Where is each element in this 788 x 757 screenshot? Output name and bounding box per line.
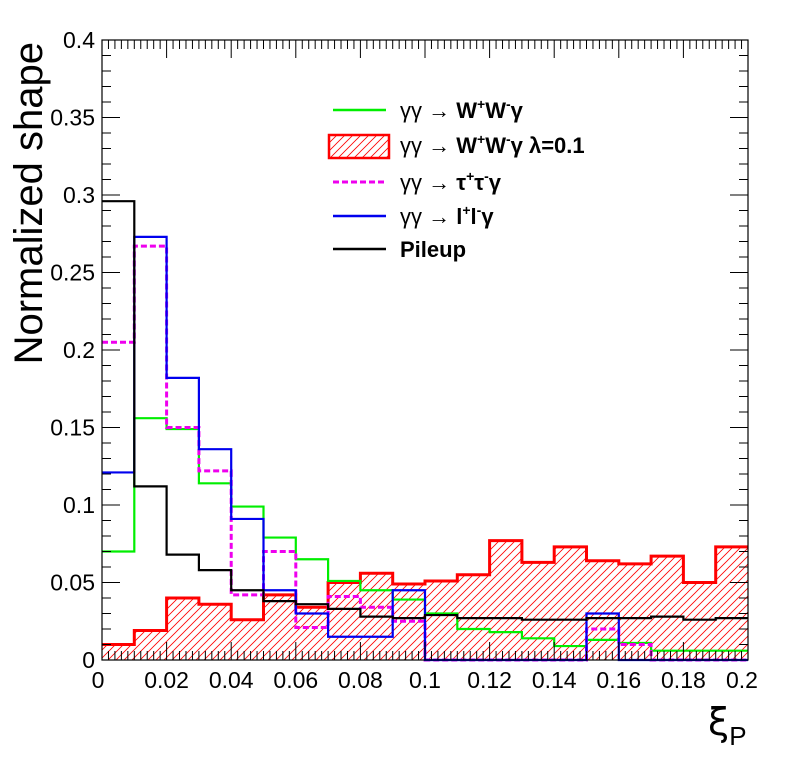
series-3 — [102, 235, 748, 662]
series-line — [102, 235, 748, 662]
y-tick-label: 0.05 — [50, 570, 95, 596]
series-line — [102, 200, 748, 621]
legend-label-suffix: γ — [511, 98, 524, 123]
legend: γγ → W+W-γγγ → W+W-γ λ=0.1γγ → τ+τ-γγγ →… — [327, 96, 585, 262]
legend-label-sup: - — [506, 96, 511, 112]
legend-label: γγ → W+W-γ — [400, 96, 524, 123]
legend-swatch — [327, 133, 391, 160]
legend-label-sup: + — [477, 96, 485, 112]
legend-label-prefix: γγ → — [400, 133, 456, 158]
legend-label-sup: - — [484, 168, 489, 184]
legend-label: γγ → τ+τ-γ — [400, 168, 502, 195]
legend-label-suffix: γ — [481, 204, 494, 229]
legend-entry: Pileup — [333, 237, 466, 262]
x-axis-title: ξP — [708, 700, 747, 751]
legend-entry: γγ → l+l-γ — [333, 202, 494, 229]
x-tick-label: 0 — [92, 667, 105, 693]
x-tick-label: 0.16 — [596, 667, 641, 693]
legend-label-suffix: γ λ=0.1 — [511, 133, 585, 158]
legend-entry: γγ → τ+τ-γ — [333, 168, 502, 195]
legend-label-sup: - — [477, 202, 482, 218]
legend-label-particle: W — [485, 98, 506, 123]
legend-label-suffix: γ — [489, 170, 502, 195]
x-tick-label: 0.2 — [726, 667, 758, 693]
y-tick-label: 0.4 — [63, 27, 95, 53]
x-axis-title-subscript: P — [729, 721, 746, 751]
legend-label: γγ → l+l-γ — [400, 202, 494, 229]
legend-label-sup: + — [477, 131, 485, 147]
y-tick-label: 0.35 — [50, 105, 95, 131]
series-line — [102, 417, 748, 652]
y-tick-label: 0.25 — [50, 260, 95, 286]
x-tick-label: 0.08 — [338, 667, 383, 693]
x-tick-label: 0.12 — [467, 667, 512, 693]
legend-entry: γγ → W+W-γ — [333, 96, 524, 123]
x-tick-label: 0.18 — [661, 667, 706, 693]
x-tick-label: 0.1 — [409, 667, 441, 693]
legend-label-prefix: γγ → — [400, 170, 456, 195]
legend-label-prefix: γγ → — [400, 204, 456, 229]
series-line — [102, 539, 748, 646]
legend-label-particle: W — [456, 133, 477, 158]
x-tick-label: 0.14 — [532, 667, 577, 693]
y-tick-label: 0 — [82, 647, 95, 673]
legend-label: γγ → W+W-γ λ=0.1 — [400, 131, 585, 158]
x-tick-label: 0.02 — [144, 667, 189, 693]
legend-label-text: Pileup — [400, 237, 466, 262]
x-tick-label: 0.04 — [209, 667, 254, 693]
legend-label-particle: W — [485, 133, 506, 158]
y-tick-label: 0.2 — [63, 337, 95, 363]
legend-label-sup: + — [466, 168, 474, 184]
y-tick-label: 0.3 — [63, 182, 95, 208]
series-4 — [102, 200, 748, 621]
legend-label-particle: W — [456, 98, 477, 123]
legend-label-particle: τ — [456, 170, 466, 195]
legend-label-particle: l — [456, 204, 462, 229]
x-tick-label: 0.06 — [273, 667, 318, 693]
series-1 — [102, 417, 748, 652]
legend-label-particle: l — [471, 204, 477, 229]
y-tick-label: 0.1 — [63, 492, 95, 518]
legend-label-particle: τ — [474, 170, 484, 195]
y-tick-label: 0.15 — [50, 415, 95, 441]
legend-label-sup: + — [462, 202, 470, 218]
legend-entry: γγ → W+W-γ λ=0.1 — [327, 131, 585, 160]
legend-label-prefix: γγ → — [400, 98, 456, 123]
legend-label: Pileup — [400, 237, 466, 262]
y-axis-title: Normalized shape — [7, 42, 51, 364]
legend-label-sup: - — [506, 131, 511, 147]
